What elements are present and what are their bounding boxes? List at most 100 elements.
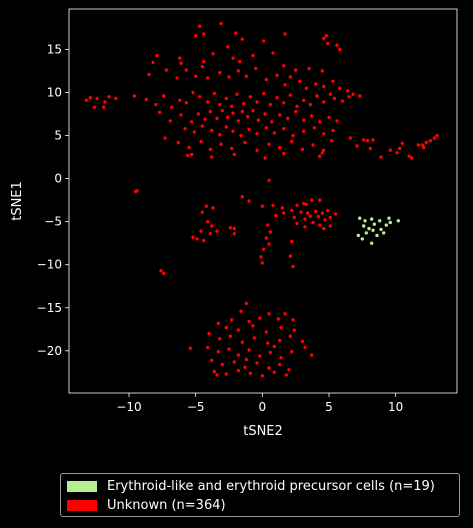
data-point-unknown (251, 324, 255, 328)
data-point-unknown (347, 95, 351, 99)
data-point-unknown (302, 98, 306, 103)
data-point-unknown (318, 120, 322, 124)
data-point-unknown (208, 109, 212, 114)
data-point-unknown (255, 100, 259, 104)
data-point-unknown (314, 82, 318, 86)
x-axis-label: tSNE2 (243, 424, 283, 439)
data-point-unknown (428, 139, 432, 143)
data-point-unknown (395, 151, 399, 155)
data-point-unknown (235, 92, 239, 96)
data-point-unknown (102, 105, 106, 109)
data-point-unknown (211, 52, 215, 56)
data-point-unknown (407, 154, 411, 158)
x-tick-label: −5 (187, 400, 205, 414)
data-point-unknown (264, 330, 268, 334)
data-point-unknown (242, 102, 246, 106)
data-point-unknown (231, 111, 235, 115)
data-point-unknown (190, 152, 194, 157)
data-point-unknown (240, 109, 244, 114)
data-point-unknown (255, 361, 259, 365)
data-point-unknown (314, 209, 318, 213)
data-point-unknown (88, 96, 93, 100)
data-point-unknown (191, 235, 195, 239)
data-point-unknown (312, 126, 316, 130)
data-point-unknown (371, 138, 375, 142)
legend-swatch-erythroid (67, 481, 97, 492)
data-point-unknown (282, 64, 286, 68)
data-point-unknown (188, 346, 192, 350)
data-point-erythroid (378, 219, 382, 223)
data-point-unknown (260, 374, 264, 378)
data-point-unknown (278, 145, 282, 150)
data-point-unknown (199, 139, 203, 144)
data-point-unknown (307, 66, 311, 71)
data-point-unknown (210, 224, 214, 228)
data-point-unknown (230, 104, 234, 109)
data-point-unknown (186, 153, 190, 158)
data-point-unknown (331, 128, 335, 133)
x-tick-label: 10 (388, 400, 403, 414)
data-point-unknown (284, 373, 288, 377)
data-point-unknown (243, 140, 247, 145)
data-point-unknown (240, 340, 244, 344)
data-point-unknown (256, 118, 260, 122)
data-point-unknown (239, 309, 243, 313)
data-point-unknown (366, 139, 370, 143)
data-point-erythroid (371, 228, 375, 232)
data-point-unknown (238, 59, 242, 64)
data-point-unknown (288, 254, 292, 258)
data-point-unknown (199, 229, 203, 233)
data-point-unknown (316, 214, 320, 219)
data-point-unknown (232, 226, 236, 231)
data-point-unknown (240, 195, 244, 199)
data-point-unknown (244, 301, 248, 306)
data-point-unknown (202, 32, 206, 36)
data-point-unknown (291, 264, 295, 269)
data-point-unknown (304, 86, 308, 90)
data-point-unknown (270, 120, 274, 124)
legend-label-unknown: Unknown (n=364) (107, 498, 226, 513)
data-point-unknown (247, 127, 251, 132)
data-point-unknown (400, 141, 404, 145)
data-point-unknown (416, 143, 420, 147)
data-point-unknown (398, 146, 402, 151)
data-point-unknown (282, 211, 286, 215)
data-point-unknown (179, 113, 183, 117)
data-point-unknown (255, 132, 259, 136)
data-point-unknown (179, 61, 183, 65)
data-point-unknown (302, 129, 306, 133)
data-point-unknown (368, 146, 372, 151)
data-point-unknown (247, 199, 251, 203)
data-point-unknown (236, 368, 240, 373)
legend-label-erythroid: Erythroid-like and erythroid precursor c… (107, 479, 435, 494)
data-point-unknown (210, 358, 214, 362)
data-point-unknown (207, 331, 211, 336)
data-point-unknown (326, 41, 330, 46)
data-point-unknown (260, 204, 264, 208)
data-point-unknown (291, 318, 295, 322)
data-point-unknown (272, 344, 276, 349)
data-point-unknown (176, 140, 180, 145)
data-point-unknown (187, 145, 191, 150)
data-point-unknown (164, 68, 168, 72)
data-point-erythroid (384, 223, 388, 227)
data-point-unknown (362, 138, 366, 142)
data-point-unknown (216, 321, 220, 325)
data-point-unknown (290, 239, 294, 244)
data-point-unknown (134, 189, 138, 194)
data-point-unknown (247, 348, 251, 352)
y-tick-label: 15 (47, 42, 62, 56)
data-point-unknown (254, 66, 258, 71)
data-point-erythroid (382, 231, 386, 235)
data-point-unknown (232, 152, 236, 157)
data-point-unknown (298, 79, 302, 84)
data-point-unknown (248, 95, 252, 99)
data-point-unknown (292, 328, 296, 332)
data-point-unknown (299, 210, 303, 214)
data-point-unknown (132, 94, 136, 98)
data-point-unknown (200, 65, 204, 69)
data-point-unknown (202, 238, 206, 243)
data-point-unknown (251, 108, 255, 113)
data-point-unknown (310, 353, 314, 357)
